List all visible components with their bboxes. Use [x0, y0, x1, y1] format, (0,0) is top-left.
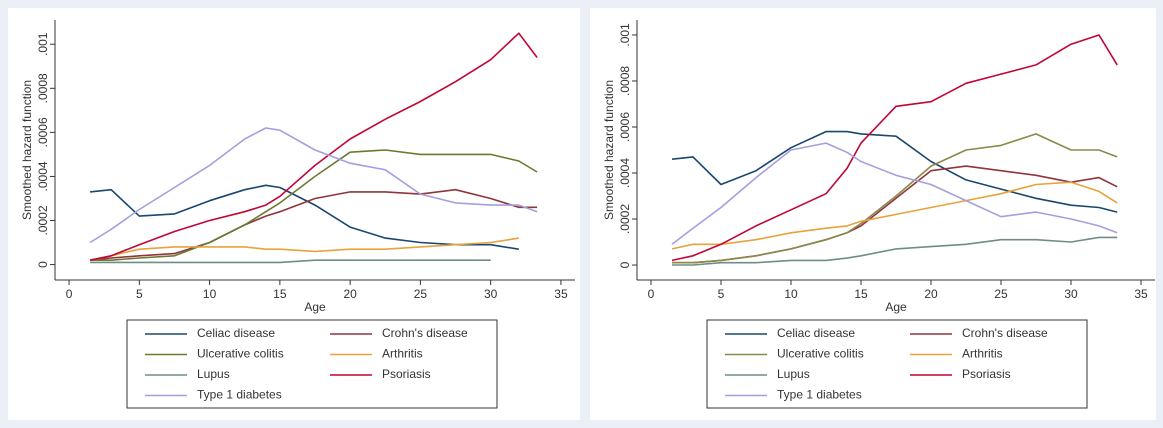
- x-tick-label: 0: [648, 287, 655, 301]
- legend-label: Lupus: [197, 367, 230, 381]
- series-line: [672, 236, 1118, 266]
- legend-label: Psoriasis: [382, 367, 431, 381]
- x-tick-label: 5: [136, 287, 143, 301]
- x-tick-label: 5: [718, 287, 725, 301]
- x-tick-label: 15: [273, 287, 287, 301]
- legend-label: Celiac disease: [197, 326, 275, 340]
- y-tick-label: .0006: [36, 117, 50, 147]
- legend-label: Lupus: [777, 367, 810, 381]
- y-tick-label: 0: [36, 261, 50, 268]
- x-axis-label: Age: [304, 300, 326, 314]
- series-line: [90, 188, 538, 261]
- x-tick-label: 0: [66, 287, 73, 301]
- x-tick-label: 20: [343, 287, 357, 301]
- y-tick-label: .0004: [618, 158, 632, 188]
- x-tick-label: 20: [924, 287, 938, 301]
- series-line: [90, 149, 538, 261]
- legend: [706, 319, 1088, 409]
- series-line: [90, 259, 491, 264]
- x-tick-label: 35: [554, 287, 568, 301]
- legend-label: Type 1 diabetes: [777, 388, 862, 402]
- series-line: [89, 237, 519, 261]
- legend-label: Crohn's disease: [382, 326, 468, 340]
- x-tick-label: 25: [414, 287, 428, 301]
- x-tick-label: 30: [1064, 287, 1078, 301]
- y-tick-label: .0008: [618, 66, 632, 96]
- y-tick-label: .0008: [36, 73, 50, 103]
- series-line: [89, 32, 538, 261]
- y-axis-label: Smoothed hazard function: [20, 80, 34, 220]
- y-tick-label: .001: [618, 23, 632, 47]
- series-line: [672, 133, 1118, 264]
- x-tick-label: 10: [784, 287, 798, 301]
- series-line: [671, 142, 1118, 245]
- legend-label: Arthritis: [962, 347, 1003, 361]
- legend-label: Ulcerative colitis: [197, 347, 284, 361]
- y-tick-label: .0002: [36, 205, 50, 235]
- y-tick-label: .001: [36, 32, 50, 56]
- legend-label: Crohn's disease: [962, 326, 1048, 340]
- legend: [126, 319, 498, 409]
- y-tick-label: .0002: [618, 204, 632, 234]
- series-line: [89, 127, 538, 244]
- legend-label: Ulcerative colitis: [777, 347, 864, 361]
- series-line: [671, 34, 1118, 262]
- series-line: [671, 181, 1118, 250]
- y-tick-label: .0004: [36, 161, 50, 191]
- x-tick-label: 35: [1134, 287, 1148, 301]
- legend-label: Arthritis: [382, 347, 423, 361]
- x-tick-label: 10: [203, 287, 217, 301]
- x-tick-label: 25: [994, 287, 1008, 301]
- y-axis-label: Smoothed hazard function: [602, 80, 616, 220]
- y-tick-label: .0006: [618, 112, 632, 142]
- x-tick-label: 15: [854, 287, 868, 301]
- legend-label: Type 1 diabetes: [197, 388, 282, 402]
- y-tick-label: 0: [618, 261, 632, 268]
- series-line: [671, 130, 1118, 213]
- legend-label: Celiac disease: [777, 326, 855, 340]
- x-tick-label: 30: [484, 287, 498, 301]
- series-line: [90, 184, 519, 250]
- legend-label: Psoriasis: [962, 367, 1011, 381]
- x-axis-label: Age: [885, 300, 907, 314]
